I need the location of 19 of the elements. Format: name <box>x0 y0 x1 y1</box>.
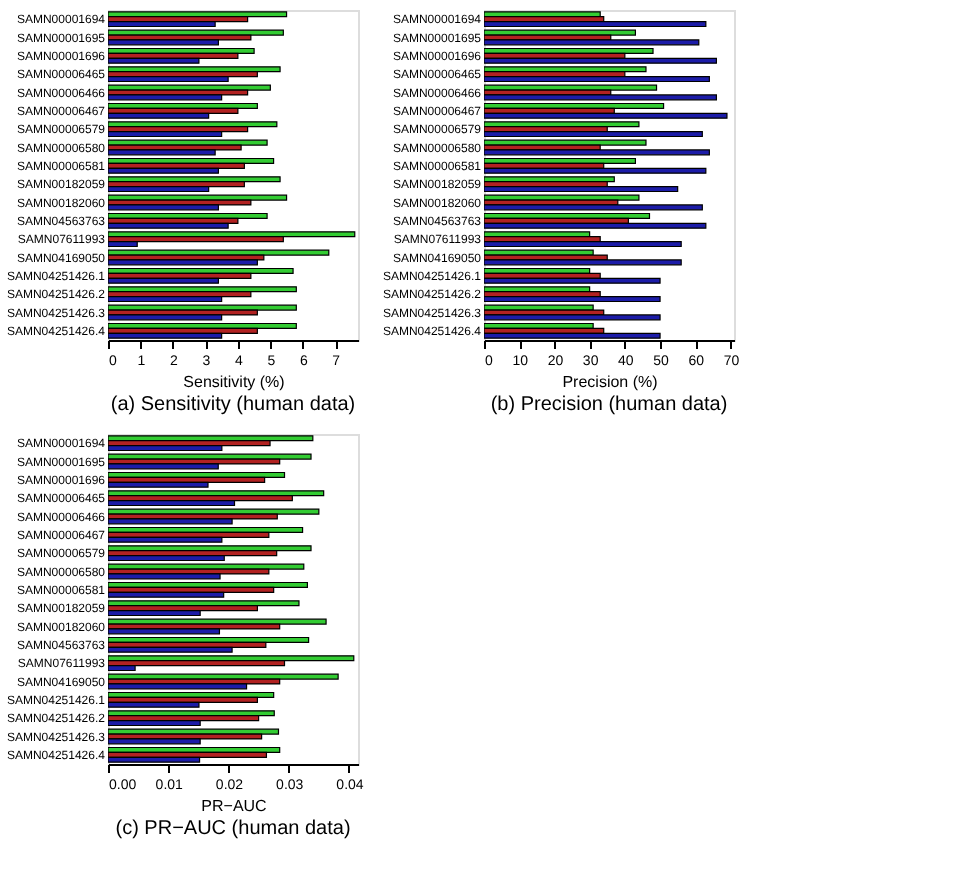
bar <box>484 76 710 83</box>
text: (c) PR−AUC (human data) <box>115 818 351 840</box>
bar <box>484 296 661 303</box>
text: (a) Sensitivity (human data) <box>110 394 356 416</box>
bar <box>484 167 707 174</box>
bar <box>484 241 682 248</box>
bar <box>484 259 682 266</box>
bar <box>484 186 679 193</box>
bar <box>484 57 717 64</box>
bar <box>484 112 728 119</box>
text: (b) Precision (human data) <box>490 394 728 416</box>
bar <box>484 131 703 138</box>
bar <box>484 277 661 284</box>
x-axis-title: Sensitivity (%) <box>183 373 286 391</box>
bar <box>484 314 661 321</box>
bar <box>484 21 707 28</box>
x-axis-title: PR−AUC <box>201 797 268 815</box>
x-axis-title: Precision (%) <box>562 373 659 391</box>
bar <box>484 222 707 229</box>
